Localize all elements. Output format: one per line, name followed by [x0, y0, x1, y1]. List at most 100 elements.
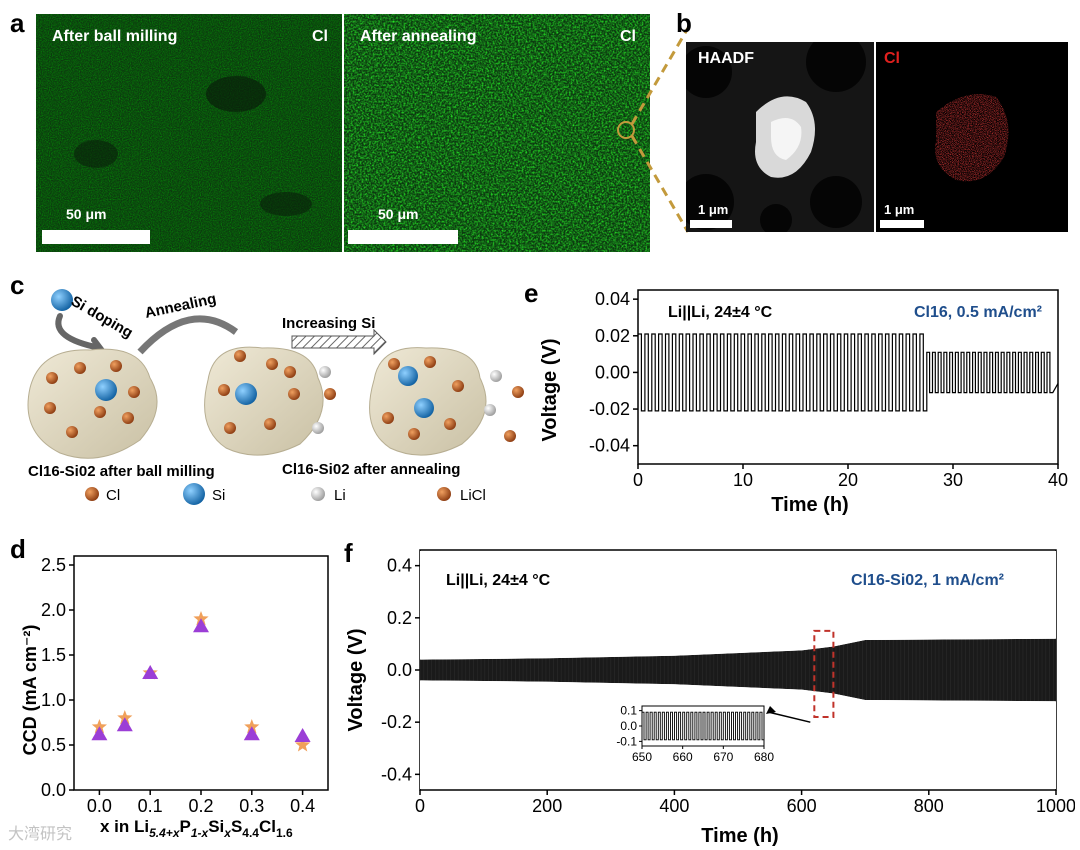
y-axis-label: Voltage (V) — [539, 339, 561, 442]
y-axis-label: CCD (mA cm⁻²) — [20, 625, 40, 756]
li-atom — [319, 366, 331, 378]
inset-trace — [642, 711, 764, 741]
triangle-point — [243, 726, 260, 741]
licl-atom — [324, 388, 336, 400]
triangle-point — [91, 726, 108, 741]
x-tick-label: 400 — [659, 796, 689, 816]
licl-atom — [504, 430, 516, 442]
x-tick-label: 200 — [532, 796, 562, 816]
xlabel-sub: 4.4 — [242, 826, 259, 840]
watermark: 大湾研究 — [8, 826, 73, 843]
panel-letter-e: e — [524, 278, 539, 308]
scale-bar — [42, 230, 150, 244]
cl-eds-map: Cl 1 μm — [876, 42, 1068, 232]
x-tick-label: 0.3 — [239, 796, 264, 816]
si-atom — [95, 379, 117, 401]
increasing-si-label: Increasing Si — [282, 315, 375, 332]
annotation-right: Cl16-Si02, 1 mA/cm² — [851, 572, 1004, 589]
x-tick-label: 0.0 — [87, 796, 112, 816]
x-tick-label: 0 — [415, 796, 425, 816]
chart-d: 0.0 0.1 0.2 0.3 0.4 0.0 0.5 1.0 1.5 2.0 2.5 CCD (m… — [20, 555, 329, 840]
y-tick-label: 1.0 — [41, 690, 66, 710]
y-tick-label: 2.0 — [41, 600, 66, 620]
image-title: Cl — [884, 50, 900, 67]
panel-letter-b: b — [676, 8, 692, 38]
li-atom — [490, 370, 502, 382]
annotation-left: Li||Li, 24±4 °C — [446, 572, 551, 589]
panel-letter-a: a — [10, 8, 25, 38]
li-atom — [484, 404, 496, 416]
scale-bar — [880, 220, 924, 228]
x-tick-label: 600 — [787, 796, 817, 816]
y-tick-label: -0.04 — [589, 436, 630, 456]
schematic-c: Si doping Annealing Increasing Si Cl16-S… — [27, 289, 524, 505]
panel-letter-c: c — [10, 270, 25, 300]
legend-swatch-li — [311, 487, 325, 501]
panel-letter-d: d — [10, 534, 26, 564]
inset-y-tick-label: 0.0 — [620, 719, 637, 733]
inset-pointer-head — [766, 706, 776, 714]
panel-letter-f: f — [344, 538, 353, 568]
inset-y-tick-label: -0.1 — [616, 734, 637, 748]
micrograph-annealing: After annealing Cl 50 μm — [344, 14, 650, 252]
xlabel-part: P — [180, 817, 191, 836]
cl-atoms — [382, 356, 464, 440]
x-tick-label: 800 — [914, 796, 944, 816]
legend-label-cl: Cl — [106, 487, 120, 504]
triangle-point — [294, 728, 311, 742]
y-axis-label: Voltage (V) — [345, 629, 367, 732]
mask-top — [420, 551, 1056, 660]
chart-e: 0 10 20 30 40 -0.04 -0.02 0.00 0.02 0.04 Li||Li, … — [539, 289, 1068, 516]
element-label: Cl — [620, 28, 636, 45]
y-tick-label: 0.0 — [41, 780, 66, 800]
y-tick-label: 0.04 — [595, 289, 630, 309]
xlabel-part: S — [231, 817, 242, 836]
element-label: Cl — [312, 28, 328, 45]
zoom-indicator — [617, 27, 690, 233]
x-tick-label: 0.2 — [188, 796, 213, 816]
x-axis-label: Time (h) — [771, 494, 848, 516]
xlabel-sub: 1.6 — [276, 826, 293, 840]
xlabel-part: x in Li — [100, 817, 149, 836]
legend-label-li: Li — [334, 487, 346, 504]
inset-x-tick-label: 670 — [713, 750, 733, 764]
x-tick-label: 0.4 — [290, 796, 315, 816]
scale-label: 50 μm — [66, 206, 107, 222]
chart-f: 0 200 400 600 800 1000 -0.4 -0.2 0.0 0.2 0.4 650 660… — [345, 549, 1075, 847]
x-tick-label: 0 — [633, 470, 643, 490]
scale-label: 1 μm — [884, 202, 915, 217]
si-atom — [398, 366, 418, 386]
caption-ball-milling: Cl16-Si02 after ball milling — [28, 463, 215, 480]
triangle-point — [116, 717, 133, 732]
legend-swatch-si — [183, 483, 205, 505]
haadf-image: HAADF 1 μm — [686, 42, 874, 232]
y-tick-label: 0.0 — [387, 660, 412, 680]
cl-map-ball-milling — [36, 14, 342, 252]
scale-label: 1 μm — [698, 202, 729, 217]
cl-distribution — [876, 42, 1068, 232]
cl-atoms — [218, 350, 300, 434]
x-tick-label: 20 — [838, 470, 858, 490]
y-tick-label: 0.2 — [387, 608, 412, 628]
y-tick-label: -0.02 — [589, 399, 630, 419]
licl-atom — [512, 386, 524, 398]
x-tick-label: 40 — [1048, 470, 1068, 490]
micrograph-title: After ball milling — [52, 28, 178, 45]
y-tick-label: 1.5 — [41, 645, 66, 665]
xlabel-sub: 5.4+x — [149, 826, 181, 840]
inset-y-tick-label: 0.1 — [620, 704, 637, 718]
xlabel-sub: 1-x — [191, 826, 210, 840]
y-tick-label: 0.00 — [595, 362, 630, 382]
highlight-box — [813, 629, 835, 718]
annotation-right: Cl16, 0.5 mA/cm² — [914, 304, 1042, 321]
particle-annealed — [204, 346, 324, 456]
scale-label: 50 μm — [378, 206, 419, 222]
zoom-line-top — [630, 27, 690, 125]
x-tick-label: 0.1 — [138, 796, 163, 816]
image-title: HAADF — [698, 50, 754, 67]
micrograph-title: After annealing — [360, 28, 477, 45]
triangle-point — [142, 665, 159, 679]
scale-bar — [348, 230, 458, 244]
si-atom — [235, 383, 257, 405]
particle-ball-milled — [27, 348, 158, 459]
